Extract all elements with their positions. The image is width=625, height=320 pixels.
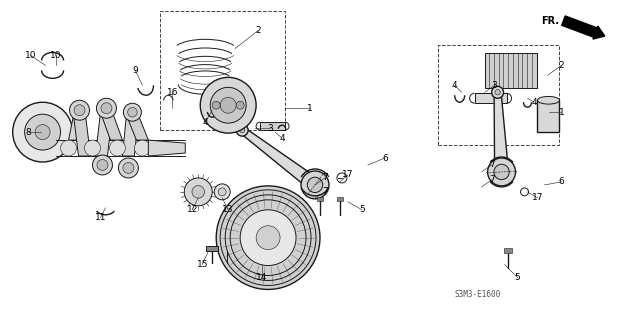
Text: 7: 7 xyxy=(322,188,328,196)
Text: 4: 4 xyxy=(452,81,458,90)
Ellipse shape xyxy=(538,96,559,104)
Circle shape xyxy=(495,90,500,95)
Circle shape xyxy=(69,100,89,120)
Text: 15: 15 xyxy=(196,260,208,269)
Bar xyxy=(161,11,285,130)
Circle shape xyxy=(239,127,245,133)
Circle shape xyxy=(74,105,85,116)
Bar xyxy=(438,45,559,145)
Text: 2: 2 xyxy=(255,26,261,35)
Polygon shape xyxy=(96,112,112,156)
Polygon shape xyxy=(337,197,343,201)
Circle shape xyxy=(61,140,76,156)
Text: 7: 7 xyxy=(322,173,328,182)
Circle shape xyxy=(97,159,108,171)
Text: S3M3-E1600: S3M3-E1600 xyxy=(454,290,501,299)
Bar xyxy=(538,100,559,132)
Circle shape xyxy=(118,158,138,178)
Text: 16: 16 xyxy=(166,88,178,97)
Text: 7: 7 xyxy=(489,175,494,184)
Text: 7: 7 xyxy=(489,160,494,170)
Text: 6: 6 xyxy=(382,154,388,163)
Circle shape xyxy=(96,98,116,118)
Polygon shape xyxy=(317,197,323,201)
Polygon shape xyxy=(240,127,319,190)
Text: 10: 10 xyxy=(25,51,36,60)
Text: 5: 5 xyxy=(514,273,521,282)
Circle shape xyxy=(240,210,296,266)
Circle shape xyxy=(92,155,112,175)
Polygon shape xyxy=(101,112,122,140)
Text: 5: 5 xyxy=(359,205,365,214)
Circle shape xyxy=(308,177,322,193)
Bar xyxy=(484,53,536,88)
Text: 4: 4 xyxy=(532,98,538,107)
Circle shape xyxy=(101,103,112,114)
Text: 12: 12 xyxy=(187,205,198,214)
Text: 1: 1 xyxy=(559,108,564,117)
Text: 14: 14 xyxy=(256,273,268,282)
Text: 4: 4 xyxy=(279,133,285,143)
Circle shape xyxy=(123,103,141,121)
Circle shape xyxy=(301,171,329,199)
Circle shape xyxy=(192,186,204,198)
Circle shape xyxy=(127,108,138,117)
Circle shape xyxy=(220,97,236,113)
Bar xyxy=(474,93,507,103)
Circle shape xyxy=(492,86,504,98)
Polygon shape xyxy=(206,246,218,251)
Polygon shape xyxy=(504,248,511,252)
Circle shape xyxy=(24,114,61,150)
Text: 1: 1 xyxy=(307,104,313,113)
Circle shape xyxy=(218,188,226,196)
Polygon shape xyxy=(494,92,509,172)
Circle shape xyxy=(236,124,248,136)
Circle shape xyxy=(123,163,134,173)
Text: 9: 9 xyxy=(132,66,138,75)
FancyArrow shape xyxy=(562,16,605,39)
Circle shape xyxy=(494,164,509,180)
Circle shape xyxy=(213,101,220,109)
Circle shape xyxy=(216,186,320,289)
Text: 8: 8 xyxy=(26,128,31,137)
Text: 3: 3 xyxy=(268,124,273,132)
Circle shape xyxy=(256,226,280,250)
Polygon shape xyxy=(148,140,185,156)
Polygon shape xyxy=(126,115,148,140)
Circle shape xyxy=(488,158,516,186)
Circle shape xyxy=(210,87,246,123)
Text: 2: 2 xyxy=(559,61,564,70)
Circle shape xyxy=(84,140,101,156)
Text: 17: 17 xyxy=(342,171,354,180)
Text: 10: 10 xyxy=(50,51,61,60)
Text: 3: 3 xyxy=(492,81,498,90)
Circle shape xyxy=(200,77,256,133)
Circle shape xyxy=(184,178,213,206)
Polygon shape xyxy=(122,115,138,156)
Text: 11: 11 xyxy=(95,213,106,222)
Text: 13: 13 xyxy=(222,205,234,214)
Text: FR.: FR. xyxy=(541,16,559,26)
Circle shape xyxy=(214,184,230,200)
Text: 4: 4 xyxy=(202,118,208,127)
Bar xyxy=(260,122,285,130)
Text: 6: 6 xyxy=(559,177,564,187)
Circle shape xyxy=(35,125,50,140)
Circle shape xyxy=(109,140,126,156)
Polygon shape xyxy=(69,115,86,140)
Circle shape xyxy=(236,101,244,109)
Circle shape xyxy=(12,102,72,162)
Polygon shape xyxy=(74,115,91,156)
Circle shape xyxy=(134,140,151,156)
Text: 17: 17 xyxy=(532,193,543,202)
